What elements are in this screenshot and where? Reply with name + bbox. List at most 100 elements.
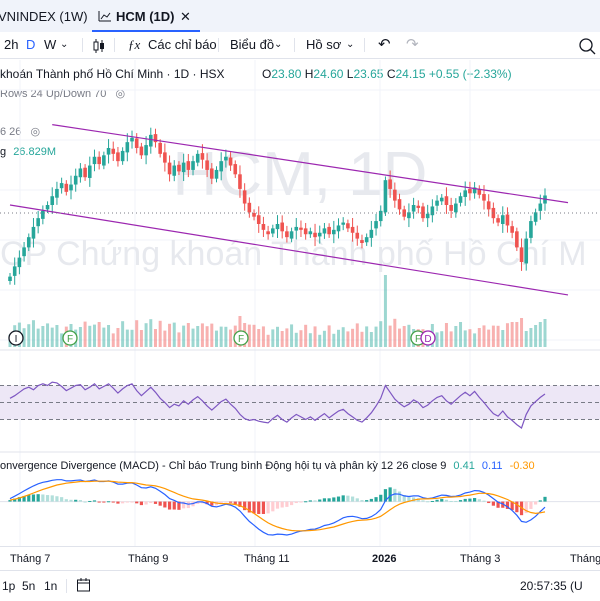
candle-body	[64, 183, 69, 192]
indicators-icon[interactable]: ƒx	[128, 37, 141, 52]
interval-d[interactable]: D	[26, 37, 36, 52]
candle-body	[238, 174, 242, 189]
candle-body	[519, 247, 524, 262]
macd-histogram-bar	[167, 501, 172, 510]
candle-body	[205, 160, 209, 170]
candle-body	[144, 145, 148, 156]
eye-off-icon[interactable]: ◎	[30, 126, 41, 138]
calendar-range-icon[interactable]	[76, 577, 92, 593]
macd-histogram-bar	[257, 501, 261, 514]
macd-histogram-bar	[336, 496, 341, 502]
candle-body	[36, 218, 40, 227]
price-chart[interactable]: HCM, 1D CP Chứng khoán Thành phố Hồ Chí …	[0, 0, 600, 546]
macd-histogram-bar	[135, 501, 139, 504]
candle-body	[477, 188, 482, 195]
trend-line-lower	[9, 204, 569, 296]
candle-body	[482, 194, 486, 201]
volume-bar	[510, 322, 514, 347]
interval-2h[interactable]: 2h	[4, 37, 19, 52]
snapshot-icon[interactable]	[578, 37, 596, 55]
candle-body	[87, 165, 92, 178]
time-label: Tháng 3	[460, 553, 501, 565]
macd-value: 0.41	[453, 460, 475, 472]
macd-histogram-bar	[421, 500, 425, 502]
range-1n[interactable]: 1n	[44, 579, 58, 593]
range-5n[interactable]: 5n	[22, 579, 36, 593]
candle-body	[120, 150, 125, 162]
volume-bar	[337, 329, 341, 347]
volume-bar	[88, 325, 92, 347]
candle-body	[327, 226, 331, 235]
candle-body	[73, 175, 78, 185]
macd-histogram-bar	[182, 501, 186, 509]
macd-legend: onvergence Divergence (MACD) - Chỉ báo T…	[0, 458, 535, 474]
chevron-down-icon[interactable]: ⌄	[274, 39, 283, 50]
toolbar: 2h D W ⌄ ƒx Các chỉ báo Biểu đồ ⌄ Hồ sơ …	[0, 32, 600, 59]
candle-body	[313, 232, 317, 238]
candle-body	[533, 212, 538, 222]
candle-body	[393, 189, 397, 201]
macd-histogram-bar	[463, 498, 467, 502]
volume-bar	[46, 323, 50, 347]
macd-histogram-bar	[233, 501, 237, 505]
volume-bar	[379, 321, 383, 347]
close-tab-icon[interactable]: ✕	[180, 9, 191, 24]
volume-bar	[398, 328, 402, 347]
volume-bar	[365, 326, 369, 347]
candle-body	[26, 237, 31, 248]
macd-histogram-bar	[163, 501, 167, 508]
candle-body	[472, 187, 477, 194]
candle-body	[529, 221, 533, 238]
divider	[294, 38, 295, 52]
chevron-down-icon[interactable]: ⌄	[346, 39, 355, 50]
macd-histogram-bar	[186, 501, 190, 509]
candle-type-icon[interactable]	[92, 38, 106, 54]
volume-profile-legend: Rows 24 Up/Down 70 ◎	[0, 86, 125, 102]
volume-bar	[477, 328, 481, 347]
candle-body	[360, 240, 364, 243]
undo-icon[interactable]: ↶	[378, 36, 391, 53]
macd-histogram-bar	[22, 495, 26, 502]
macd-histogram-bar	[402, 495, 406, 502]
volume-bar	[210, 323, 214, 347]
indicators-button[interactable]: Các chỉ báo	[148, 37, 217, 52]
macd-histogram-bar	[449, 500, 453, 502]
volume-bar	[332, 333, 336, 347]
low-label: L	[346, 67, 354, 81]
volume-bar	[459, 322, 463, 347]
macd-histogram-bar	[496, 501, 500, 508]
eye-off-icon[interactable]: ◎	[115, 88, 126, 100]
macd-histogram-bar	[102, 501, 106, 503]
volume-bar	[144, 323, 148, 347]
profile-button[interactable]: Hồ sơ	[306, 37, 342, 52]
macd-histogram-bar	[487, 501, 491, 504]
chart-type-button[interactable]: Biểu đồ	[230, 37, 275, 52]
volume-bar	[50, 327, 54, 347]
chevron-down-icon[interactable]: ⌄	[60, 39, 69, 50]
macd-histogram-bar	[153, 501, 158, 504]
event-marker-label: F	[415, 334, 421, 345]
redo-icon[interactable]: ↷	[406, 36, 419, 53]
volume-bar	[280, 331, 284, 347]
macd-histogram-bar	[318, 499, 322, 502]
macd-histogram-bar	[83, 501, 87, 503]
range-1p[interactable]: 1p	[2, 579, 16, 593]
volume-bar	[501, 330, 505, 347]
volume-bar	[229, 329, 233, 347]
candle-body	[252, 213, 256, 217]
candle-body	[181, 162, 186, 173]
candle-body	[125, 142, 130, 153]
macd-histogram-bar	[36, 494, 40, 502]
volume-bar	[214, 330, 218, 347]
macd-histogram-bar	[444, 499, 449, 502]
volume-bar	[463, 330, 467, 347]
candle-body	[378, 210, 383, 222]
volume-bar	[351, 328, 355, 347]
volume-bar	[55, 325, 59, 347]
candle-body	[308, 231, 313, 235]
tab-vnindex[interactable]: VNINDEX (1W)	[0, 9, 88, 24]
tab-hcm[interactable]: HCM (1D)	[116, 9, 175, 24]
macd-histogram-bar	[360, 500, 364, 502]
interval-w[interactable]: W	[44, 37, 57, 52]
volume-bar	[224, 326, 228, 347]
